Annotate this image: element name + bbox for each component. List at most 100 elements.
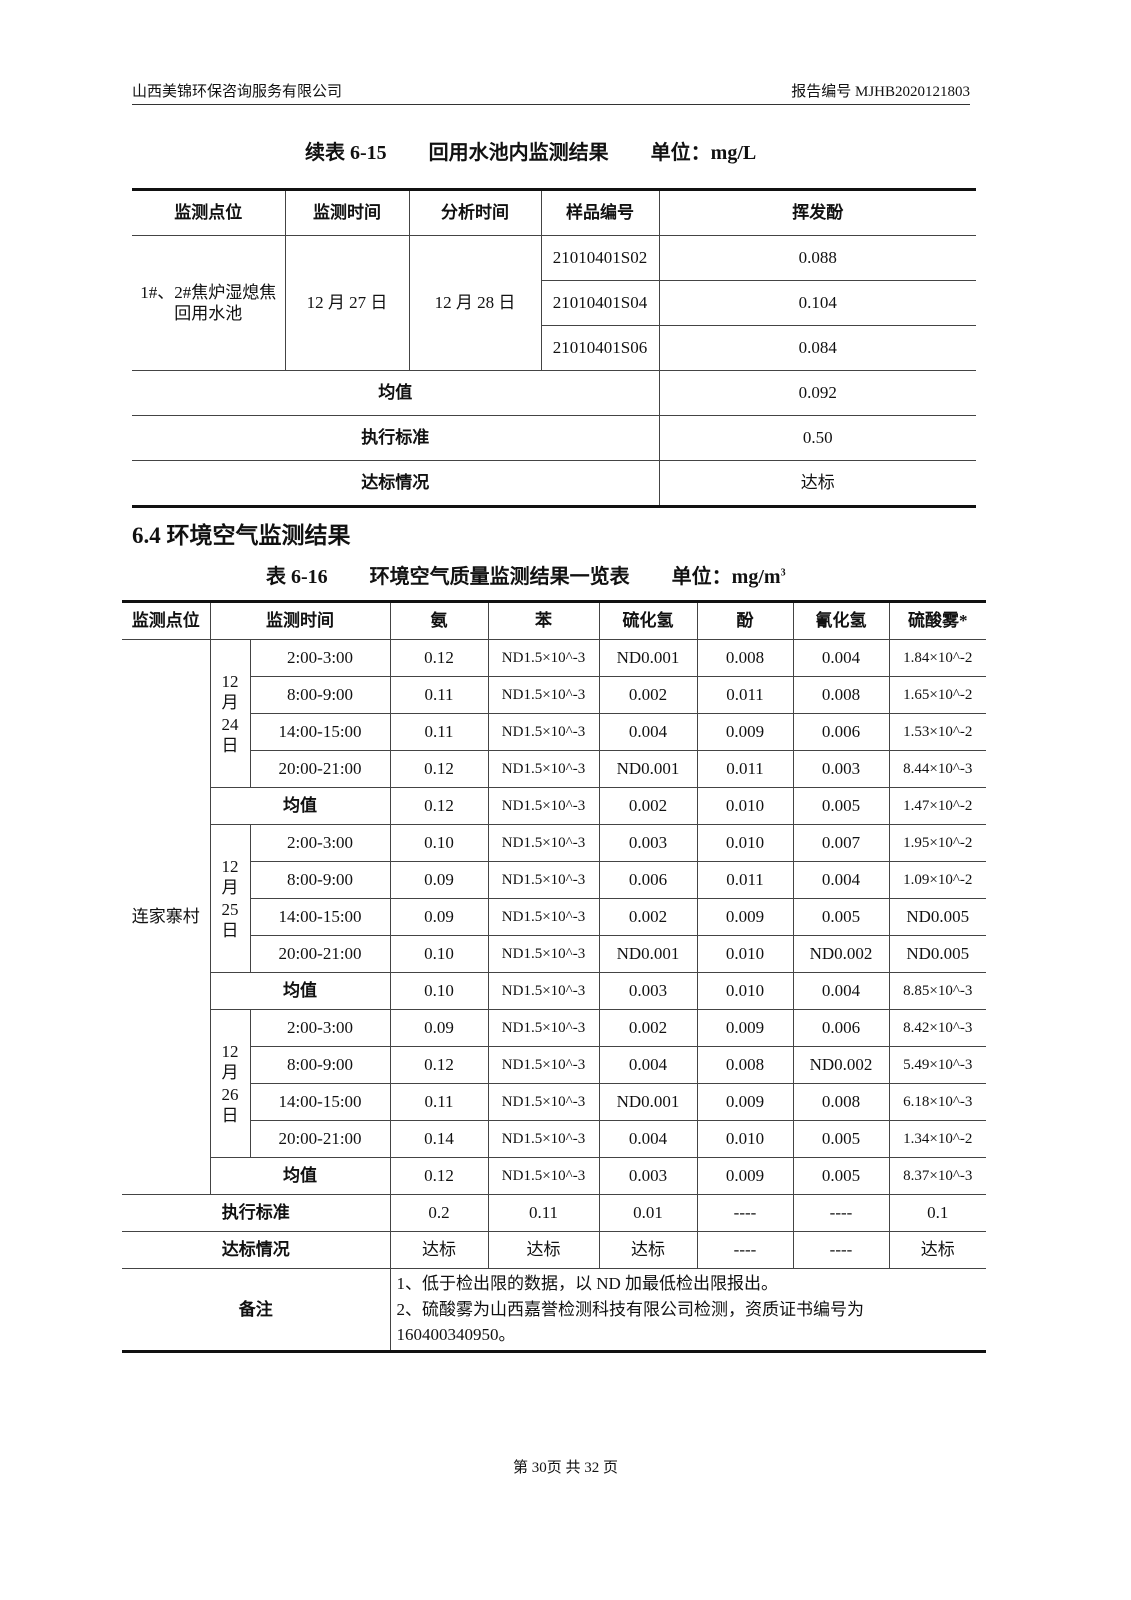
standard-label: 执行标准: [122, 1194, 391, 1232]
value-cell: 0.11: [389, 676, 489, 714]
column-header: 分析时间: [408, 189, 542, 236]
sample-id-cell: 21010401S06: [541, 325, 660, 371]
value-cell: 0.004: [792, 639, 890, 677]
value-cell: 0.09: [389, 1009, 489, 1047]
value-cell: ND0.001: [598, 639, 698, 677]
value-cell: ND0.001: [598, 750, 698, 788]
value-cell: 0.008: [792, 676, 890, 714]
date-cell: 12 月 26 日: [210, 1009, 251, 1158]
summary-row: 均值 0.092: [132, 370, 976, 416]
time-cell: 2:00-3:00: [249, 824, 391, 862]
value-cell: 0.004: [598, 1120, 698, 1158]
value-cell: 0.09: [389, 898, 489, 936]
value-cell: 0.088: [658, 235, 976, 281]
header-row: 监测点位 监测时间 分析时间 样品编号 挥发酚: [132, 189, 976, 236]
value-cell: 0.004: [598, 1046, 698, 1084]
value-cell: 0.010: [696, 824, 794, 862]
column-header: 氰化氢: [792, 601, 890, 640]
table-row: 20:00-21:00 0.14 ND1.5×10^-3 0.004 0.010 0.00…: [122, 1120, 986, 1158]
value-cell: 0.007: [792, 824, 890, 862]
date-cell: 12 月 25 日: [210, 824, 251, 973]
mean-value: ND1.5×10^-3: [487, 972, 600, 1010]
value-cell: 0.011: [696, 676, 794, 714]
mean-value: 0.005: [792, 1157, 890, 1195]
value-cell: ND0.005: [888, 898, 986, 936]
company-name: 山西美锦环保咨询服务有限公司: [132, 84, 343, 100]
table-row: 20:00-21:00 0.10 ND1.5×10^-3 ND0.001 0.010 ND…: [122, 935, 986, 973]
table-row: 20:00-21:00 0.12 ND1.5×10^-3 ND0.001 0.011 0.…: [122, 750, 986, 788]
time-cell: 20:00-21:00: [250, 1120, 391, 1158]
value-cell: 0.006: [792, 713, 890, 751]
table1-caption: 续表 6-15 回用水池内监测结果 单位：mg/L: [305, 136, 756, 165]
compliance-value: ----: [696, 1231, 794, 1269]
site-cell: 1#、2#焦炉湿熄焦回用水池: [132, 235, 286, 371]
compliance-value: 达标: [389, 1231, 489, 1269]
value-cell: 0.002: [598, 898, 698, 936]
value-cell: 0.008: [792, 1083, 890, 1121]
remarks-label: 备注: [122, 1268, 391, 1352]
value-cell: 0.10: [389, 824, 489, 862]
value-cell: 1.34×10^-2: [888, 1120, 986, 1158]
value-cell: 0.004: [598, 713, 698, 751]
value-cell: 0.12: [389, 639, 489, 677]
mean-value: 0.003: [598, 972, 698, 1010]
page-header: 山西美锦环保咨询服务有限公司 报告编号 MJHB2020121803: [132, 80, 970, 105]
table2-number: 表 6-16: [266, 566, 328, 588]
mean-value: 0.12: [389, 1157, 489, 1195]
table1-number: 续表 6-15: [305, 142, 387, 164]
mean-value: ND1.5×10^-3: [487, 1157, 600, 1195]
remarks-row: 备注 1、低于检出限的数据，以 ND 加最低检出限报出。 2、硫酸雾为山西嘉誉检测科…: [122, 1268, 986, 1352]
value-cell: ND1.5×10^-3: [487, 1046, 600, 1084]
compliance-value: 达标: [888, 1231, 986, 1269]
column-header: 监测点位: [122, 601, 211, 640]
mean-row: 均值 0.10 ND1.5×10^-3 0.003 0.010 0.004 8.85×10^…: [122, 972, 986, 1010]
mean-value: 8.37×10^-3: [888, 1157, 986, 1195]
value-cell: ND0.001: [598, 935, 698, 973]
value-cell: 0.12: [389, 750, 489, 788]
mean-value: 0.12: [389, 787, 489, 825]
table-row: 21010401S04 0.104: [132, 280, 976, 326]
time-cell: 14:00-15:00: [250, 713, 391, 751]
value-cell: 0.002: [598, 1009, 698, 1047]
value-cell: 0.11: [389, 1083, 489, 1121]
value-cell: ND1.5×10^-3: [487, 676, 600, 714]
page-footer: 第 30页 共 32 页: [512, 1460, 618, 1476]
value-cell: ND0.002: [792, 1046, 890, 1084]
summary-label: 均值: [132, 370, 660, 416]
value-cell: ND1.5×10^-3: [487, 1009, 600, 1047]
value-cell: 8.42×10^-3: [888, 1009, 986, 1047]
value-cell: ND1.5×10^-3: [487, 898, 600, 936]
table-row: 8:00-9:00 0.12 ND1.5×10^-3 0.004 0.008 ND0.00…: [122, 1046, 986, 1084]
remarks-text: 1、低于检出限的数据，以 ND 加最低检出限报出。 2、硫酸雾为山西嘉誉检测科技有…: [389, 1268, 986, 1352]
value-cell: 0.11: [389, 713, 489, 751]
date-cell: 12 月 24 日: [209, 639, 251, 788]
value-cell: 0.14: [389, 1120, 489, 1158]
value-cell: ND0.001: [598, 1083, 698, 1121]
reuse-pool-results-table: 监测点位 监测时间 分析时间 样品编号 挥发酚 1#、2#焦炉湿熄焦回用水池 12 月 27…: [132, 188, 976, 508]
value-cell: 0.10: [389, 935, 489, 973]
time-cell: 8:00-9:00: [250, 1046, 391, 1084]
summary-row: 达标情况 达标: [132, 460, 976, 507]
section-heading: 6.4 环境空气监测结果: [132, 523, 351, 548]
table2-unit: 单位：mg/m3: [671, 566, 786, 588]
table-row: 14:00-15:00 0.11 ND1.5×10^-3 0.004 0.009 0.00…: [122, 713, 986, 751]
value-cell: 0.12: [389, 1046, 489, 1084]
table-row: 8:00-9:00 0.11 ND1.5×10^-3 0.002 0.011 0.008 1…: [122, 676, 986, 714]
value-cell: 0.002: [598, 676, 698, 714]
value-cell: 0.005: [792, 898, 890, 936]
table-row: 12 月 25 日 2:00-3:00 0.10 ND1.5×10^-3 0.003 0.010…: [122, 824, 986, 973]
compliance-value: 达标: [598, 1231, 698, 1269]
value-cell: 1.65×10^-2: [888, 676, 986, 714]
column-header: 监测点位: [132, 189, 286, 236]
ambient-air-results-table: 监测点位 监测时间氨苯硫化氢酚氰化氢 硫酸雾* 连家寨村 12 月 24 日 2:00-3:00…: [122, 600, 986, 1353]
monitor-time-cell: 12 月 27 日: [284, 235, 410, 371]
value-cell: 0.009: [696, 1083, 794, 1121]
value-cell: ND1.5×10^-3: [487, 861, 600, 899]
header-row: 监测点位 监测时间氨苯硫化氢酚氰化氢 硫酸雾*: [122, 601, 986, 640]
value-cell: 0.003: [792, 750, 890, 788]
value-cell: 0.009: [696, 1009, 794, 1047]
value-cell: ND0.002: [792, 935, 890, 973]
value-cell: 0.008: [696, 1046, 794, 1084]
column-header: 挥发酚: [658, 189, 976, 236]
mean-value: 0.002: [598, 787, 698, 825]
